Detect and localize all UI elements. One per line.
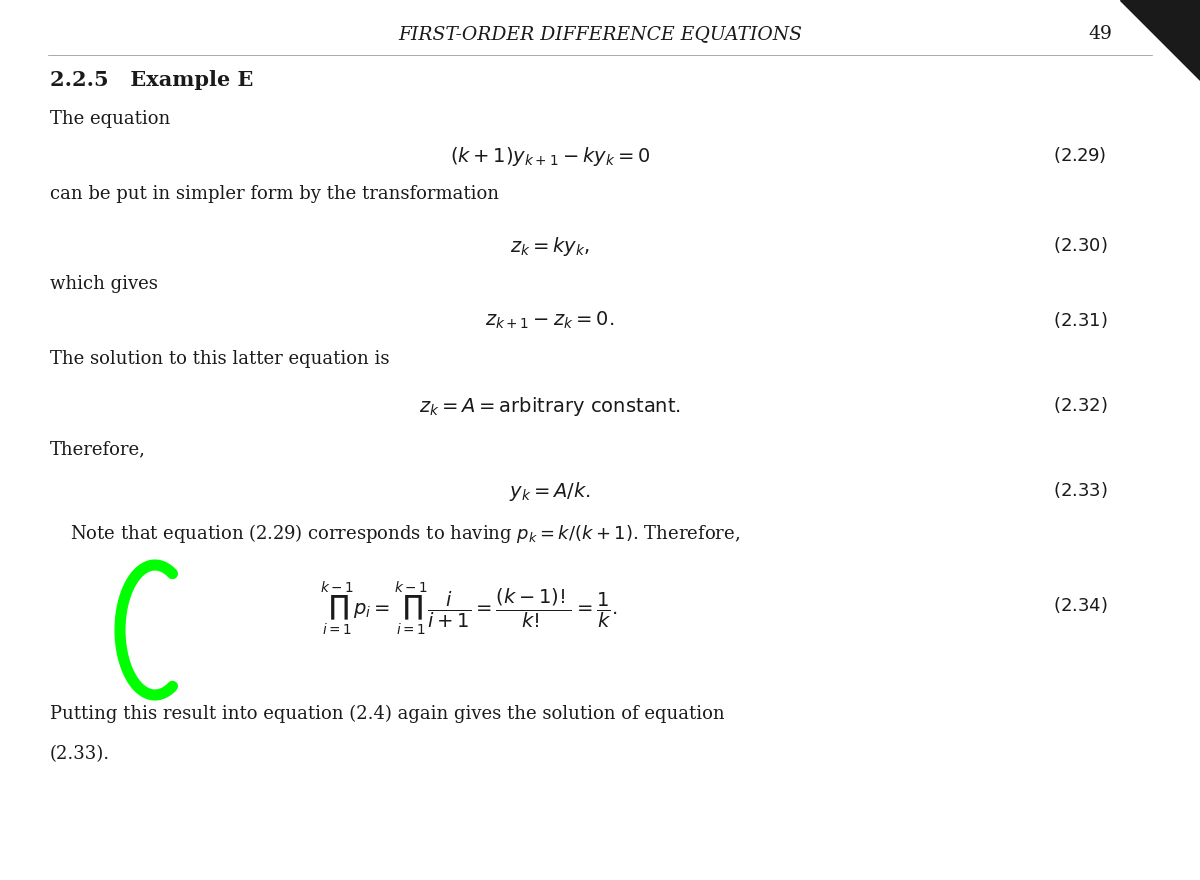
Text: $z_{k+1} - z_k = 0.$: $z_{k+1} - z_k = 0.$ — [485, 310, 614, 331]
Text: The solution to this latter equation is: The solution to this latter equation is — [50, 350, 390, 368]
Text: FIRST-ORDER DIFFERENCE EQUATIONS: FIRST-ORDER DIFFERENCE EQUATIONS — [398, 25, 802, 43]
Text: which gives: which gives — [50, 275, 158, 293]
Text: 49: 49 — [1088, 25, 1112, 43]
Text: $\prod_{i=1}^{k-1} p_i = \prod_{i=1}^{k-1} \dfrac{i}{i+1} = \dfrac{(k-1)!}{k!} =: $\prod_{i=1}^{k-1} p_i = \prod_{i=1}^{k-… — [320, 580, 617, 638]
Text: $(2.32)$: $(2.32)$ — [1052, 395, 1108, 415]
Text: $(2.30)$: $(2.30)$ — [1052, 235, 1108, 255]
Text: $y_k = A/k.$: $y_k = A/k.$ — [509, 480, 590, 503]
Text: The equation: The equation — [50, 110, 170, 128]
Text: Therefore,: Therefore, — [50, 440, 146, 458]
Text: Note that equation (2.29) corresponds to having $p_k = k/(k+1)$. Therefore,: Note that equation (2.29) corresponds to… — [70, 522, 740, 545]
Polygon shape — [1120, 0, 1200, 80]
Text: $z_k = ky_k,$: $z_k = ky_k,$ — [510, 235, 590, 258]
Text: $z_k = A = \mathrm{arbitrary\ constant.}$: $z_k = A = \mathrm{arbitrary\ constant.}… — [419, 395, 682, 418]
Text: $(2.31)$: $(2.31)$ — [1052, 310, 1108, 330]
Text: Putting this result into equation (2.4) again gives the solution of equation: Putting this result into equation (2.4) … — [50, 705, 725, 723]
Text: (2.33).: (2.33). — [50, 745, 110, 763]
Text: $(2.29)$: $(2.29)$ — [1054, 145, 1106, 165]
Text: $(2.34)$: $(2.34)$ — [1052, 595, 1108, 615]
Text: 2.2.5   Example E: 2.2.5 Example E — [50, 70, 253, 90]
Text: can be put in simpler form by the transformation: can be put in simpler form by the transf… — [50, 185, 499, 203]
Text: $(k + 1)y_{k+1} - ky_k = 0$: $(k + 1)y_{k+1} - ky_k = 0$ — [450, 145, 650, 168]
Text: $(2.33)$: $(2.33)$ — [1052, 480, 1108, 500]
